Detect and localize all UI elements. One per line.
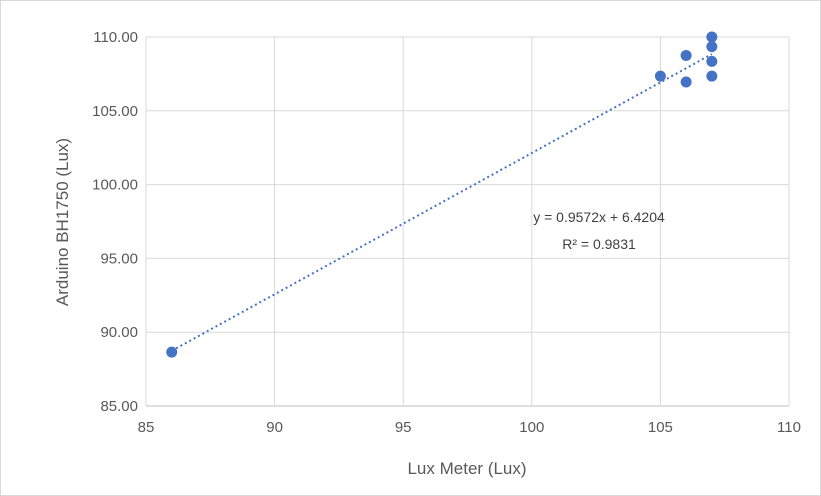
- data-point: [706, 70, 718, 82]
- data-point: [706, 31, 718, 43]
- data-point: [680, 49, 692, 61]
- x-tick-labels: 85 90 95 100 105 110: [138, 419, 801, 436]
- gridlines: [145, 36, 790, 407]
- data-point: [680, 76, 692, 88]
- y-tick-labels: 85.00 90.00 95.00 100.00 105.00 110.00: [92, 29, 138, 415]
- data-point: [166, 346, 178, 358]
- x-tick-label: 105: [648, 419, 673, 436]
- r-squared-label: R² = 0.9831: [562, 236, 636, 252]
- y-tick-label: 100.00: [92, 177, 138, 194]
- trendline-equation: y = 0.9572x + 6.4204: [533, 209, 665, 225]
- y-axis-title: Arduino BH1750 (Lux): [53, 138, 72, 306]
- y-tick-label: 85.00: [100, 398, 138, 415]
- x-tick-label: 90: [266, 419, 283, 436]
- x-tick-label: 95: [395, 419, 412, 436]
- y-tick-label: 110.00: [93, 29, 138, 46]
- x-axis-title: Lux Meter (Lux): [407, 459, 526, 478]
- x-tick-label: 110: [777, 419, 801, 436]
- y-tick-label: 95.00: [100, 250, 138, 267]
- data-point: [654, 70, 666, 82]
- data-point: [706, 41, 718, 53]
- trendline: [171, 53, 713, 352]
- data-point: [706, 55, 718, 67]
- x-tick-label: 85: [138, 419, 155, 436]
- y-tick-label: 90.00: [100, 324, 138, 341]
- x-tick-label: 100: [519, 419, 544, 436]
- data-points: [166, 31, 718, 358]
- y-tick-label: 105.00: [92, 103, 138, 120]
